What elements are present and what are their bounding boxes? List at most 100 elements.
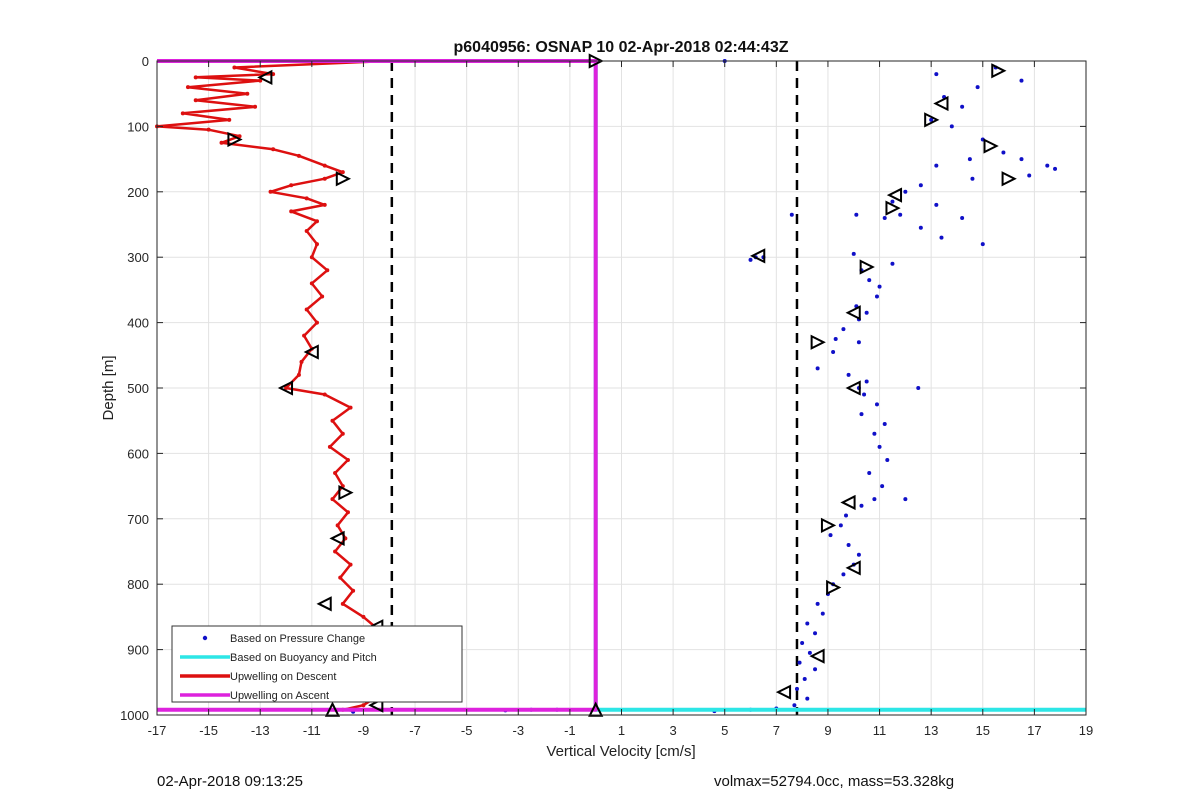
triangle-marker <box>335 171 352 187</box>
x-tick-label: -15 <box>199 723 218 738</box>
series-point-upwelling-on-descent <box>340 431 345 436</box>
y-tick-label: 500 <box>127 381 149 396</box>
series-point-based-on-pressure-change <box>980 242 985 247</box>
legend-box <box>171 625 463 703</box>
series-point-upwelling-on-descent <box>268 189 273 194</box>
series-point-based-on-pressure-change <box>846 542 851 547</box>
series-point-based-on-pressure-change <box>1019 78 1024 83</box>
x-tick-label: -17 <box>148 723 167 738</box>
triangle-marker <box>324 701 341 717</box>
series-point-upwelling-on-descent <box>296 372 301 377</box>
series-point-based-on-pressure-change <box>874 294 879 299</box>
series-point-upwelling-on-descent <box>330 418 335 423</box>
series-point-based-on-pressure-change <box>939 235 944 240</box>
series-point-upwelling-on-descent <box>258 78 263 83</box>
series-point-based-on-pressure-change <box>792 703 797 708</box>
series-point-based-on-pressure-change <box>949 124 954 129</box>
series-line-upwelling-on-descent <box>155 59 422 712</box>
triangle-marker <box>1001 171 1017 187</box>
series-point-upwelling-on-descent <box>304 229 309 234</box>
triangle-marker <box>810 334 826 350</box>
series-point-based-on-pressure-change <box>890 261 895 266</box>
series-point-upwelling-on-descent <box>304 307 309 312</box>
series-point-based-on-pressure-change <box>802 677 807 682</box>
triangle-marker <box>933 95 949 112</box>
y-tick-label: 900 <box>127 643 149 658</box>
x-tick-label: -5 <box>461 723 473 738</box>
series-point-based-on-pressure-change <box>872 431 877 436</box>
series-point-upwelling-on-descent <box>237 134 242 139</box>
series-point-upwelling-on-descent <box>299 359 304 364</box>
x-tick-label: -13 <box>251 723 270 738</box>
triangle-marker <box>809 648 825 664</box>
series-point-based-on-pressure-change <box>831 350 836 355</box>
triangle-marker <box>983 138 999 154</box>
series-point-based-on-pressure-change <box>807 650 812 655</box>
triangle-marker <box>845 560 861 576</box>
triangle-marker <box>588 701 604 717</box>
series-point-upwelling-on-descent <box>320 294 325 299</box>
triangle-marker <box>820 517 837 533</box>
series-point-based-on-pressure-change <box>1045 163 1050 168</box>
series-point-upwelling-on-descent <box>327 444 332 449</box>
series-point-based-on-pressure-change <box>800 641 805 646</box>
legend-label: Upwelling on Descent <box>230 671 336 683</box>
x-tick-label: 17 <box>1027 723 1041 738</box>
series-point-upwelling-on-descent <box>193 98 198 103</box>
series-point-upwelling-on-descent <box>330 497 335 502</box>
series-point-based-on-pressure-change <box>864 379 869 384</box>
series-point-upwelling-on-descent <box>322 202 327 207</box>
series-point-based-on-pressure-change <box>934 72 939 77</box>
series-point-based-on-pressure-change <box>846 372 851 377</box>
series-point-based-on-pressure-change <box>815 366 820 371</box>
series-point-based-on-pressure-change <box>851 251 856 256</box>
series-point-based-on-pressure-change <box>877 284 882 289</box>
series-point-based-on-pressure-change <box>864 310 869 315</box>
series-point-based-on-pressure-change <box>970 176 975 181</box>
series-point-based-on-pressure-change <box>960 215 965 220</box>
x-tick-label: 7 <box>773 723 780 738</box>
series-point-based-on-pressure-change <box>813 667 818 672</box>
legend-label: Based on Buoyancy and Pitch <box>230 652 377 664</box>
series-point-based-on-pressure-change <box>844 513 849 518</box>
series-point-upwelling-on-descent <box>325 268 330 273</box>
legend: Based on Pressure Change Based on Buoyanc… <box>171 625 463 703</box>
y-tick-label: 0 <box>142 54 149 69</box>
series-point-based-on-pressure-change <box>880 484 885 489</box>
triangle-marker <box>924 112 940 128</box>
series-point-upwelling-on-descent <box>348 562 353 567</box>
series-point-based-on-pressure-change <box>748 257 753 262</box>
triangle-marker <box>277 380 294 396</box>
series-point-upwelling-on-descent <box>219 140 224 145</box>
y-tick-label: 100 <box>127 119 149 134</box>
series-point-based-on-pressure-change <box>805 621 810 626</box>
triangle-marker <box>840 494 856 511</box>
series-point-based-on-pressure-change <box>960 104 965 109</box>
series-point-upwelling-on-descent <box>314 320 319 325</box>
series-point-based-on-pressure-change <box>934 202 939 207</box>
series-point-based-on-pressure-change <box>975 85 980 90</box>
triangle-marker <box>257 69 273 85</box>
series-point-upwelling-on-descent <box>361 703 366 708</box>
x-tick-label: -7 <box>409 723 421 738</box>
triangle-marker <box>750 248 766 264</box>
series-point-upwelling-on-descent <box>322 176 327 181</box>
triangle-marker <box>826 579 842 596</box>
series-point-based-on-pressure-change <box>903 189 908 194</box>
series-point-based-on-pressure-change <box>794 686 799 691</box>
triangle-marker <box>329 530 345 547</box>
series-point-upwelling-on-descent <box>289 183 294 188</box>
x-tick-label: 3 <box>669 723 676 738</box>
series-point-based-on-pressure-change <box>1019 157 1024 162</box>
series-point-upwelling-on-descent <box>333 471 338 476</box>
series-point-based-on-pressure-change <box>898 212 903 217</box>
series-point-based-on-pressure-change <box>859 412 864 417</box>
x-tick-label: -9 <box>358 723 370 738</box>
series-point-based-on-pressure-change <box>877 444 882 449</box>
series-point-based-on-pressure-change <box>882 421 887 426</box>
series-point-upwelling-on-descent <box>314 219 319 224</box>
series-point-upwelling-on-descent <box>289 209 294 214</box>
series-point-upwelling-on-descent <box>361 614 366 619</box>
series-point-based-on-pressure-change <box>885 457 890 462</box>
